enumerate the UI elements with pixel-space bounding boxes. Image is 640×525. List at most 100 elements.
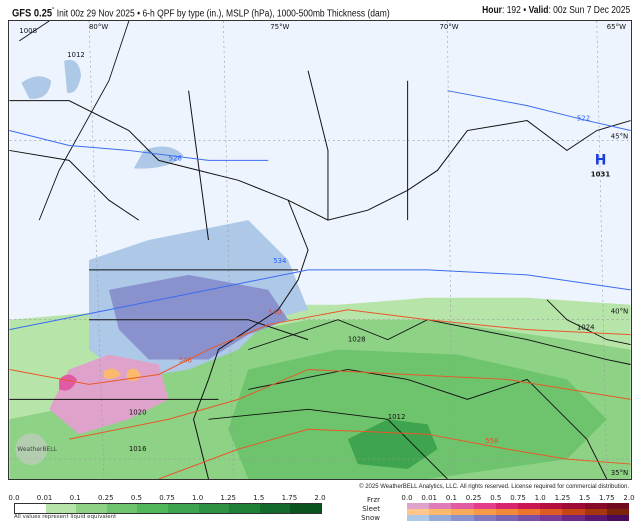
thickness-label: 558 <box>485 437 498 445</box>
legend-swatch <box>451 515 474 521</box>
degree-symbol: ° <box>52 7 55 14</box>
coastlines <box>9 70 631 479</box>
legend-swatch <box>584 503 607 509</box>
legend-tick: 1.5 <box>579 494 591 502</box>
latitude-label: 40°N <box>611 308 629 316</box>
snow-legend-bar <box>407 515 630 521</box>
legend-swatch <box>540 515 563 521</box>
snow-label: Snow <box>361 514 380 522</box>
weatherbell-logo: WeatherBELL <box>15 433 58 466</box>
legend-tick: 1.75 <box>599 494 615 502</box>
legend-tick: 0.0 <box>8 494 20 502</box>
legend-tick: 0.75 <box>159 494 175 502</box>
legend-swatch <box>473 503 496 509</box>
legend-swatch <box>451 503 474 509</box>
isobar-label: 1020 <box>129 408 147 416</box>
latitude-label: 45°N <box>611 132 629 140</box>
legend-swatch <box>45 504 77 513</box>
thickness-cold-lines <box>9 90 631 331</box>
latitude-label: 35°N <box>611 469 629 477</box>
high-pressure-value: 1031 <box>591 170 611 178</box>
high-pressure-marker: H <box>595 152 607 168</box>
legend-swatch <box>76 504 107 513</box>
legend-tick: 1.5 <box>253 494 265 502</box>
legend-tick: 2.0 <box>623 494 635 502</box>
legend-swatch <box>518 515 541 521</box>
legend-swatch <box>495 509 519 515</box>
thickness-warm-lines <box>9 309 631 479</box>
legend-swatch <box>473 509 496 515</box>
legend-tick: 1.25 <box>220 494 236 502</box>
legend-tick: 0.25 <box>98 494 114 502</box>
legend-swatch <box>429 509 452 515</box>
legend-tick: 0.1 <box>69 494 81 502</box>
frzr-label: Frzr <box>367 496 380 504</box>
lat-lon-grid <box>9 21 631 479</box>
legend-swatch <box>198 504 230 513</box>
legend-swatch <box>540 509 563 515</box>
legend-tick: 0.1 <box>445 494 457 502</box>
snow-moderate <box>108 274 289 360</box>
sleet-label: Sleet <box>362 505 380 513</box>
isobar-label: 1028 <box>348 336 366 344</box>
rain-heavy <box>228 349 607 479</box>
sleet-legend-bar <box>407 509 630 515</box>
legend-note: All values represent liquid equivalent <box>14 514 117 520</box>
thickness-label: 534 <box>273 257 287 265</box>
legend-swatch <box>562 509 585 515</box>
legend-tick: 0.5 <box>130 494 142 502</box>
legend-swatch <box>473 515 496 521</box>
legend-tick: 2.0 <box>314 494 326 502</box>
legend-swatch <box>606 503 630 509</box>
legend-swatch <box>562 503 585 509</box>
legend-swatch <box>290 504 321 513</box>
legend-swatch <box>429 515 452 521</box>
frzr-legend-bar <box>407 503 630 509</box>
isobar-label: 1016 <box>129 445 147 453</box>
legend-swatch <box>429 503 452 509</box>
rain-legend-bar <box>14 503 322 514</box>
legend-swatch <box>606 515 630 521</box>
legend-tick: 0.01 <box>421 494 437 502</box>
thickness-label: 540 <box>268 309 281 317</box>
isobar-label: 1024 <box>577 324 595 332</box>
valid-label: Valid <box>528 5 549 16</box>
hour-label: Hour <box>481 5 502 16</box>
thickness-label: 522 <box>577 115 590 123</box>
legend-tick: 0.75 <box>510 494 526 502</box>
legend-swatch <box>540 503 563 509</box>
legend-swatch <box>167 504 199 513</box>
legend-swatch <box>407 503 430 509</box>
longitude-label: 65°W <box>607 23 626 31</box>
legend-swatch <box>451 509 474 515</box>
forecast-map: 80°W 75°W 70°W 65°W 45°N 40°N 35°N H 103… <box>8 20 632 480</box>
hour-value: : 192 • <box>501 5 529 16</box>
legend-tick: 0.5 <box>490 494 502 502</box>
model-name: GFS 0.25 <box>12 7 53 20</box>
freezing-rain-heavy <box>59 374 78 391</box>
legend-tick: 1.25 <box>554 494 571 502</box>
thickness-label: 528 <box>169 154 182 162</box>
legend-tick: 1.0 <box>192 494 204 502</box>
legend-swatch <box>562 515 585 521</box>
legend-swatch <box>15 504 46 513</box>
legend-swatch <box>495 503 519 509</box>
legend-swatch <box>407 515 430 521</box>
legend-swatch <box>518 509 541 515</box>
legend-swatch <box>606 509 630 515</box>
legend-swatch <box>106 504 138 513</box>
valid-value: : 00z Sun 7 Dec 2025 <box>548 5 630 16</box>
legend-swatch <box>584 515 607 521</box>
logo-text: WeatherBELL <box>17 446 57 453</box>
copyright-notice: © 2025 WeatherBELL Analytics, LLC. All r… <box>356 483 632 491</box>
legend-swatch <box>407 509 430 515</box>
legend-tick: 0.0 <box>401 494 413 502</box>
legend-swatch <box>229 504 260 513</box>
legend-tick: 1.0 <box>534 494 546 502</box>
legend-swatch <box>137 504 168 513</box>
longitude-label: 75°W <box>270 23 289 31</box>
legend-swatch <box>259 504 291 513</box>
legend-swatch <box>584 509 607 515</box>
longitude-label: 70°W <box>439 23 458 31</box>
